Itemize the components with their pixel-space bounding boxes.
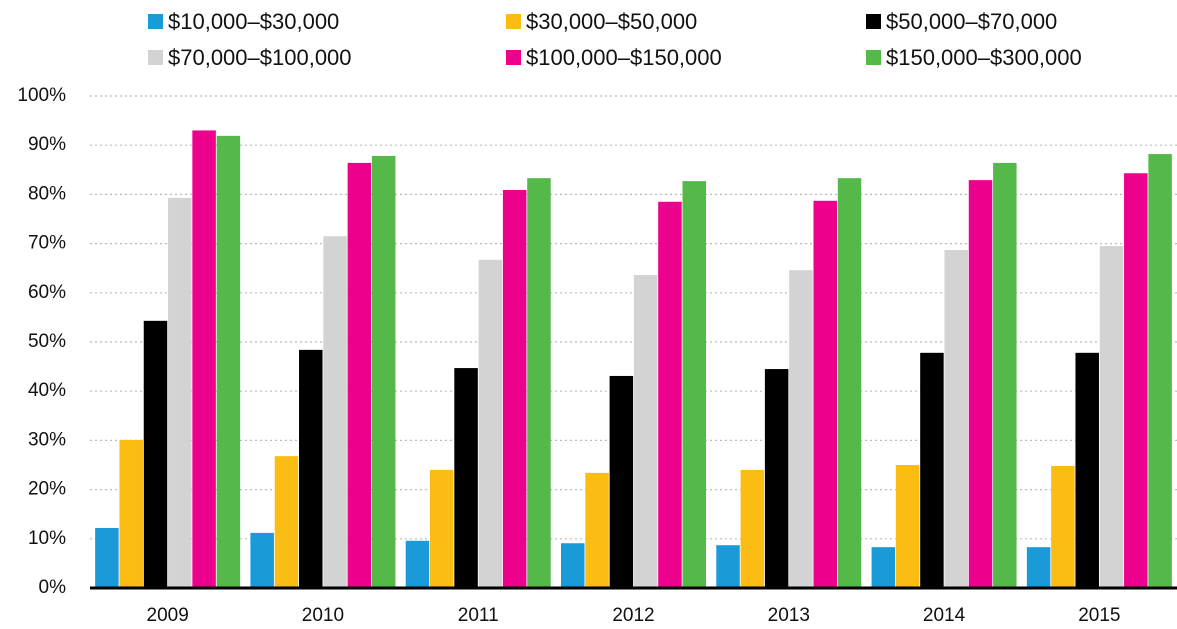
legend-swatch [866,14,881,29]
bar [789,270,813,588]
y-tick-label: 20% [28,479,66,500]
bar [944,249,968,588]
bar [740,469,765,588]
bar [968,180,993,588]
bar [478,259,503,588]
y-tick-label: 100% [17,85,66,106]
x-tick-label: 2010 [302,605,344,626]
bar [658,201,682,588]
x-tick-label: 2011 [458,605,499,626]
bar [895,465,920,588]
bar [1099,246,1124,588]
bar [837,178,862,588]
y-tick-label: 0% [39,577,67,598]
bar [430,469,454,588]
legend-label: $100,000–$150,000 [526,45,722,70]
bar [716,545,740,588]
x-tick-label: 2013 [768,605,810,626]
bar [502,189,527,589]
bar [299,349,323,588]
bar [993,162,1017,589]
bar [527,178,551,588]
bar [95,527,119,588]
legend-swatch [506,14,521,29]
bar [1026,547,1051,588]
y-tick-label: 70% [28,233,66,254]
bar [250,532,274,588]
x-tick-label: 2014 [923,605,966,626]
bar [454,368,478,588]
x-tick-label: 2015 [1078,605,1120,626]
bar [274,456,299,588]
bar [682,181,706,588]
legend-label: $70,000–$100,000 [168,45,352,70]
legend-label: $150,000–$300,000 [886,45,1082,70]
bar [1075,352,1099,588]
y-tick-label: 50% [28,331,66,352]
bar [1148,154,1172,588]
bar [633,275,658,588]
bar [920,352,944,588]
bar [1124,173,1148,588]
bar [764,369,789,588]
legend-swatch [148,14,163,29]
bar [609,375,634,588]
legend-swatch [866,50,881,65]
bar [143,320,168,588]
bar [168,197,192,588]
bar [585,472,609,588]
x-tick-label: 2012 [612,605,654,626]
y-tick-label: 60% [28,282,66,303]
bar [561,543,585,588]
bar [813,200,837,588]
bar [405,540,430,588]
bar [192,130,216,588]
bar [371,156,396,589]
bar [119,439,143,588]
bar [323,236,347,588]
legend-swatch [148,50,163,65]
bar [1051,465,1075,588]
legend-label: $10,000–$30,000 [168,9,339,34]
y-tick-label: 30% [28,429,66,450]
legend-swatch [506,50,521,65]
legend-label: $50,000–$70,000 [886,9,1057,34]
bar [871,547,896,588]
y-tick-label: 90% [28,134,66,155]
bar [347,162,372,589]
bar [216,135,241,589]
y-tick-label: 40% [28,380,66,401]
x-tick-label: 2009 [147,605,189,626]
y-tick-label: 10% [28,528,66,549]
legend-label: $30,000–$50,000 [526,9,697,34]
y-tick-label: 80% [28,183,66,204]
